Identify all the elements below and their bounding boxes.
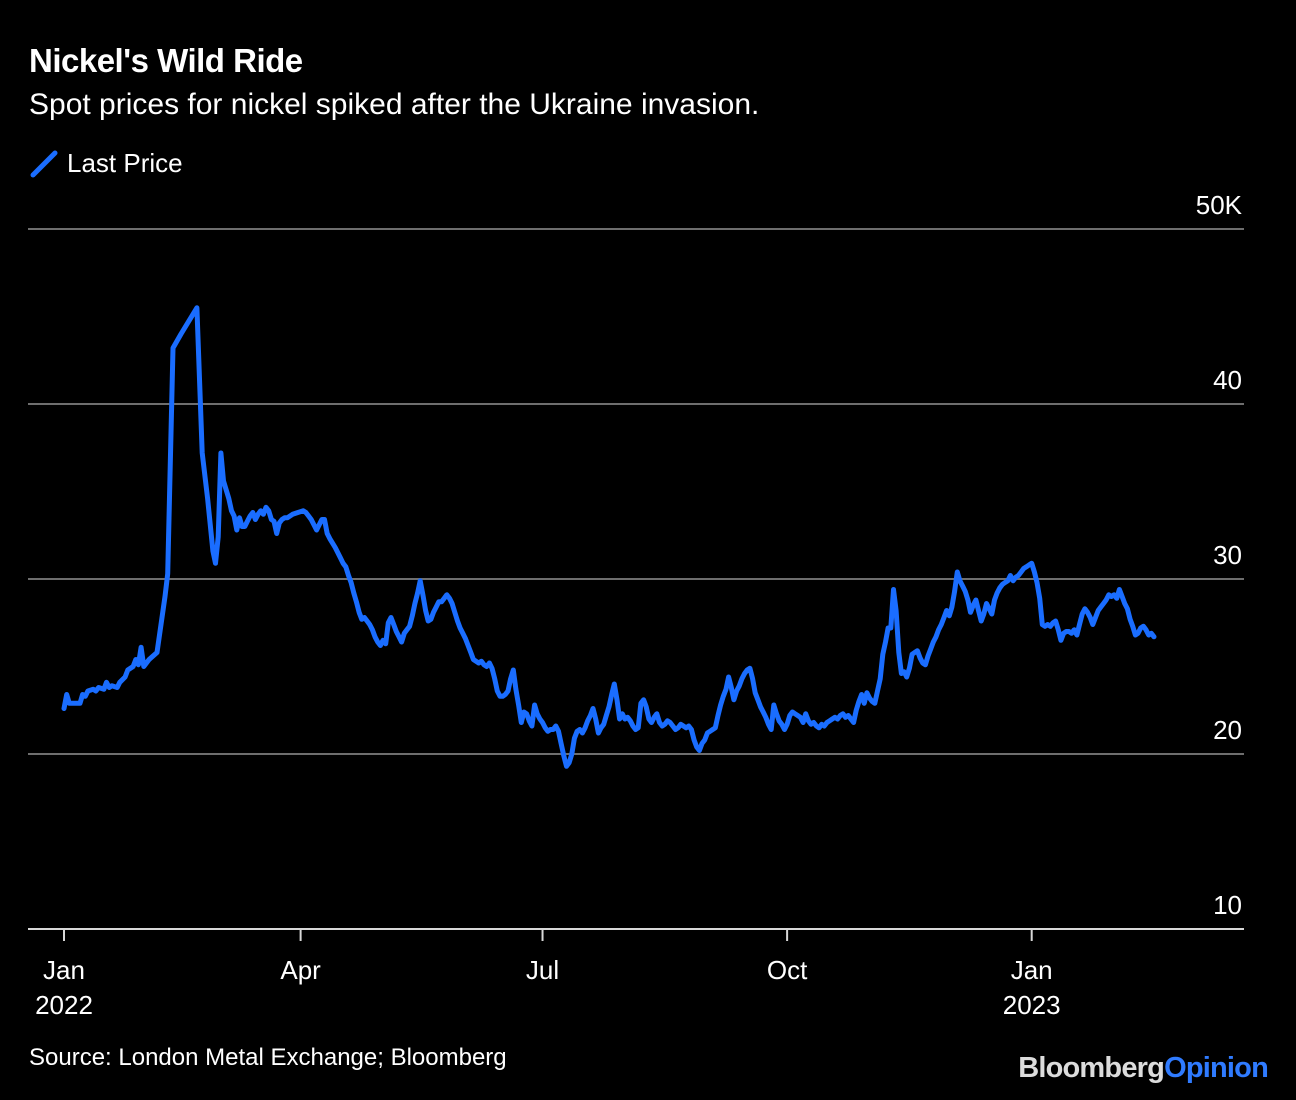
brand-opinion: Opinion	[1164, 1052, 1269, 1084]
series-line-last-price	[61, 305, 1157, 769]
x-tick-label: Oct	[767, 955, 808, 985]
x-tick-label: Jan	[1011, 955, 1053, 985]
y-tick-label: 40	[1213, 365, 1242, 395]
gridlines	[28, 228, 1244, 930]
brand-bloomberg: Bloomberg	[1018, 1052, 1165, 1084]
brand-logo: BloombergOpinion	[1018, 1052, 1269, 1085]
chart-title: Nickel's Wild Ride	[29, 42, 303, 79]
series-group	[61, 305, 1157, 769]
y-tick-label: 10	[1213, 890, 1242, 920]
legend-swatch-icon	[30, 150, 58, 177]
y-axis-ticks: 50K 40 30 20 10	[1196, 190, 1243, 920]
x-axis: Jan 2022 Apr Jul Oct Jan 2023	[35, 929, 1061, 1020]
x-tick-label: Apr	[280, 955, 321, 985]
x-tick-label: Jan	[43, 955, 85, 985]
legend-label: Last Price	[67, 148, 183, 178]
x-tick-label: Jul	[526, 955, 559, 985]
x-tick-year-label: 2023	[1003, 990, 1061, 1020]
chart-subtitle: Spot prices for nickel spiked after the …	[29, 88, 760, 121]
y-tick-label: 50K	[1196, 190, 1243, 220]
legend: Last Price	[29, 148, 183, 179]
y-tick-label: 30	[1213, 540, 1242, 570]
x-tick-year-label: 2022	[35, 990, 93, 1020]
y-tick-label: 20	[1213, 715, 1242, 745]
source-note: Source: London Metal Exchange; Bloomberg	[29, 1044, 507, 1071]
